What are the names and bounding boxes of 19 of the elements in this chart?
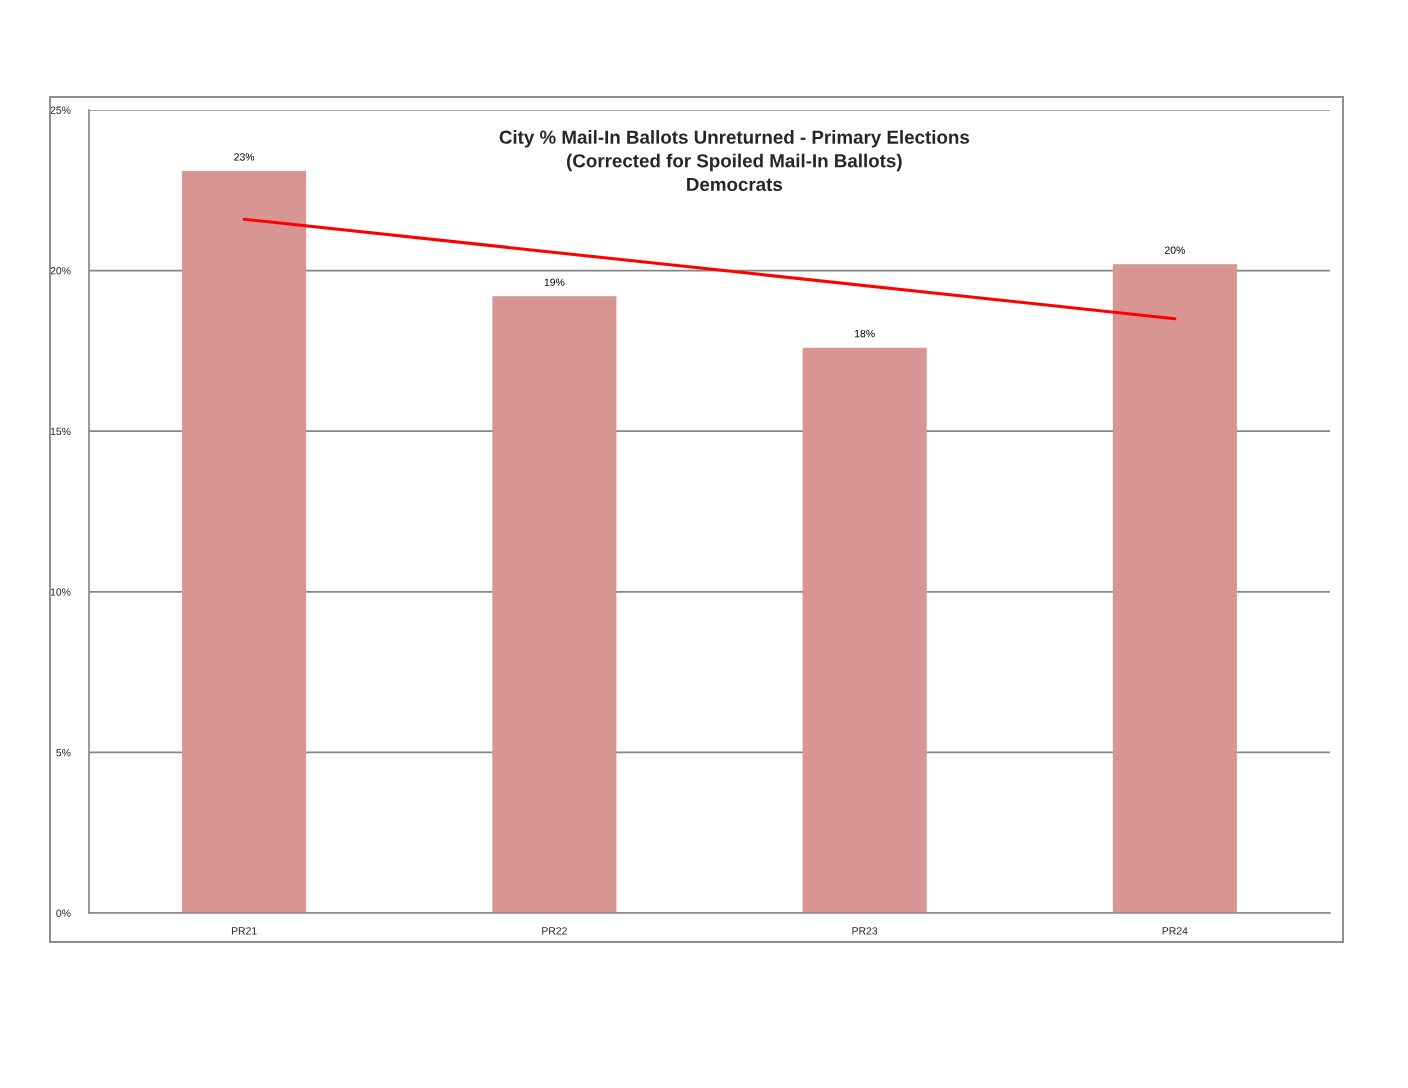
- x-tick-label: PR21: [231, 927, 257, 935]
- bar: [492, 296, 617, 913]
- x-tick-label: PR22: [542, 927, 567, 935]
- x-tick-label: PR23: [852, 927, 878, 935]
- y-tick-label: 20%: [50, 267, 71, 275]
- y-tick-label: 25%: [50, 106, 71, 114]
- data-label: 23%: [234, 153, 255, 161]
- bar: [182, 171, 307, 913]
- data-label: 18%: [855, 329, 875, 338]
- y-tick-label: 0%: [56, 909, 71, 917]
- bar: [1112, 264, 1237, 913]
- y-tick-label: 5%: [56, 748, 71, 757]
- text: City % Mail-In Ballots Unreturned - Primary Elections (Corrected for Spoiled Mail-In Ballots) Democrats: [499, 130, 970, 192]
- y-tick-label: 15%: [50, 427, 71, 436]
- x-tick-label: PR24: [1162, 927, 1188, 935]
- data-label: 19%: [544, 278, 565, 286]
- data-label: 20%: [1164, 246, 1185, 254]
- bar: [802, 347, 927, 913]
- y-tick-label: 10%: [50, 588, 71, 596]
